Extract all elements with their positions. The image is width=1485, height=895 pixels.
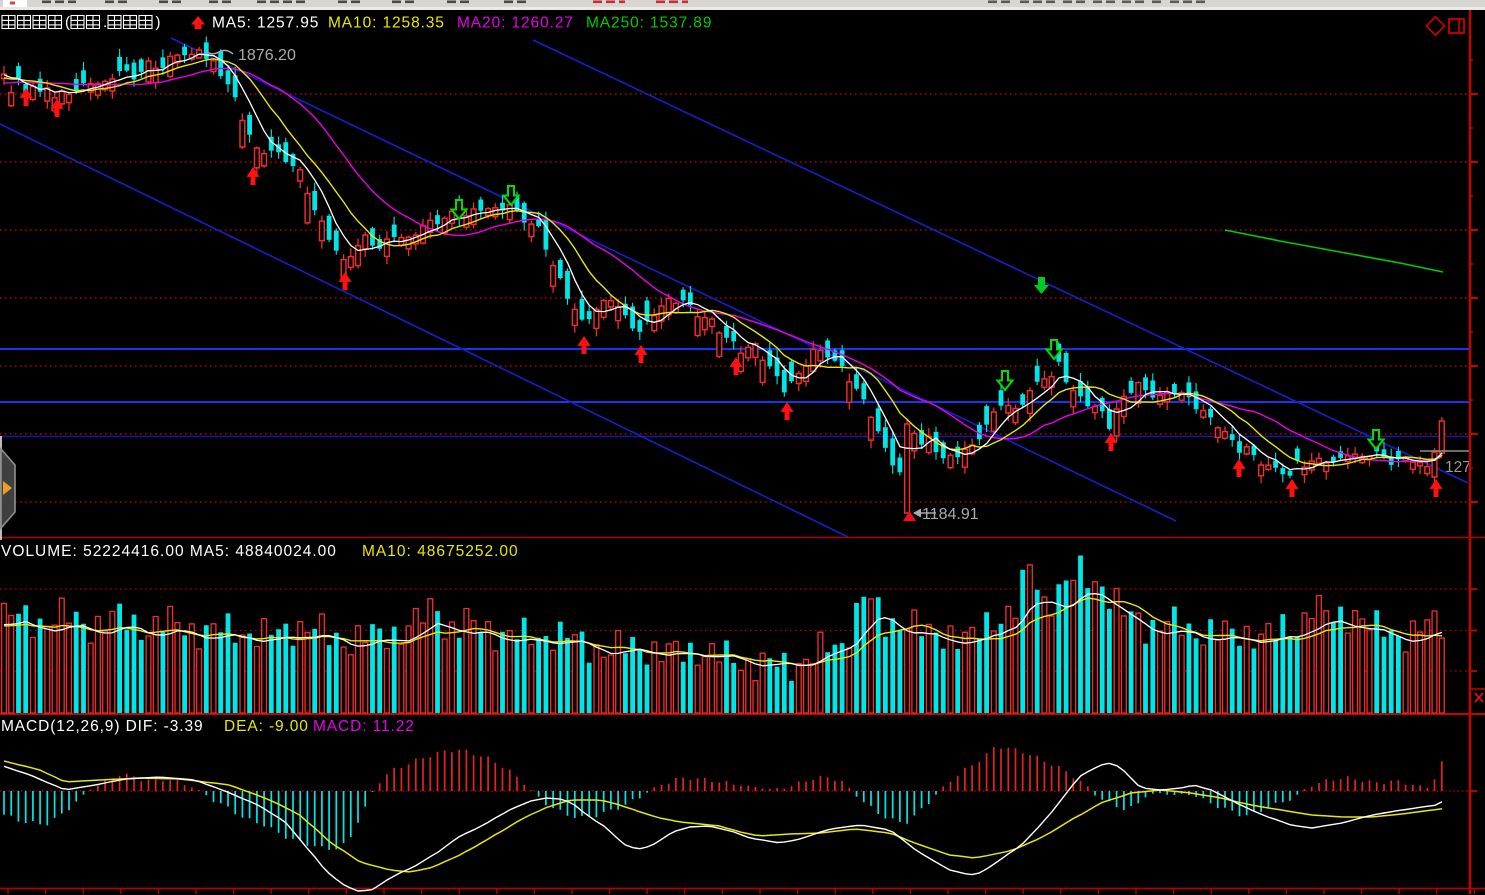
svg-text:DEA: -9.00: DEA: -9.00 xyxy=(224,718,309,735)
svg-text:MACD(12,26,9) DIF: -3.39: MACD(12,26,9) DIF: -3.39 xyxy=(1,718,204,735)
svg-text:1184.91: 1184.91 xyxy=(922,506,979,523)
svg-text:MA250: 1537.89: MA250: 1537.89 xyxy=(586,15,712,32)
svg-text:MA5: 1257.95: MA5: 1257.95 xyxy=(212,15,319,32)
svg-text:1876.20: 1876.20 xyxy=(238,47,296,64)
svg-text:MACD: 11.22: MACD: 11.22 xyxy=(313,718,415,735)
svg-text:.: . xyxy=(103,14,107,31)
svg-text:MA10: 48675252.00: MA10: 48675252.00 xyxy=(362,543,519,560)
svg-text:): ) xyxy=(156,14,161,31)
svg-text:127: 127 xyxy=(1445,459,1471,476)
svg-text:MA10: 1258.35: MA10: 1258.35 xyxy=(328,15,445,32)
svg-text:MA20: 1260.27: MA20: 1260.27 xyxy=(457,15,574,32)
svg-text:VOLUME: 52224416.00 MA5: 4884: VOLUME: 52224416.00 MA5: 48840024.00 xyxy=(1,543,337,560)
svg-text:(: ( xyxy=(65,14,70,31)
